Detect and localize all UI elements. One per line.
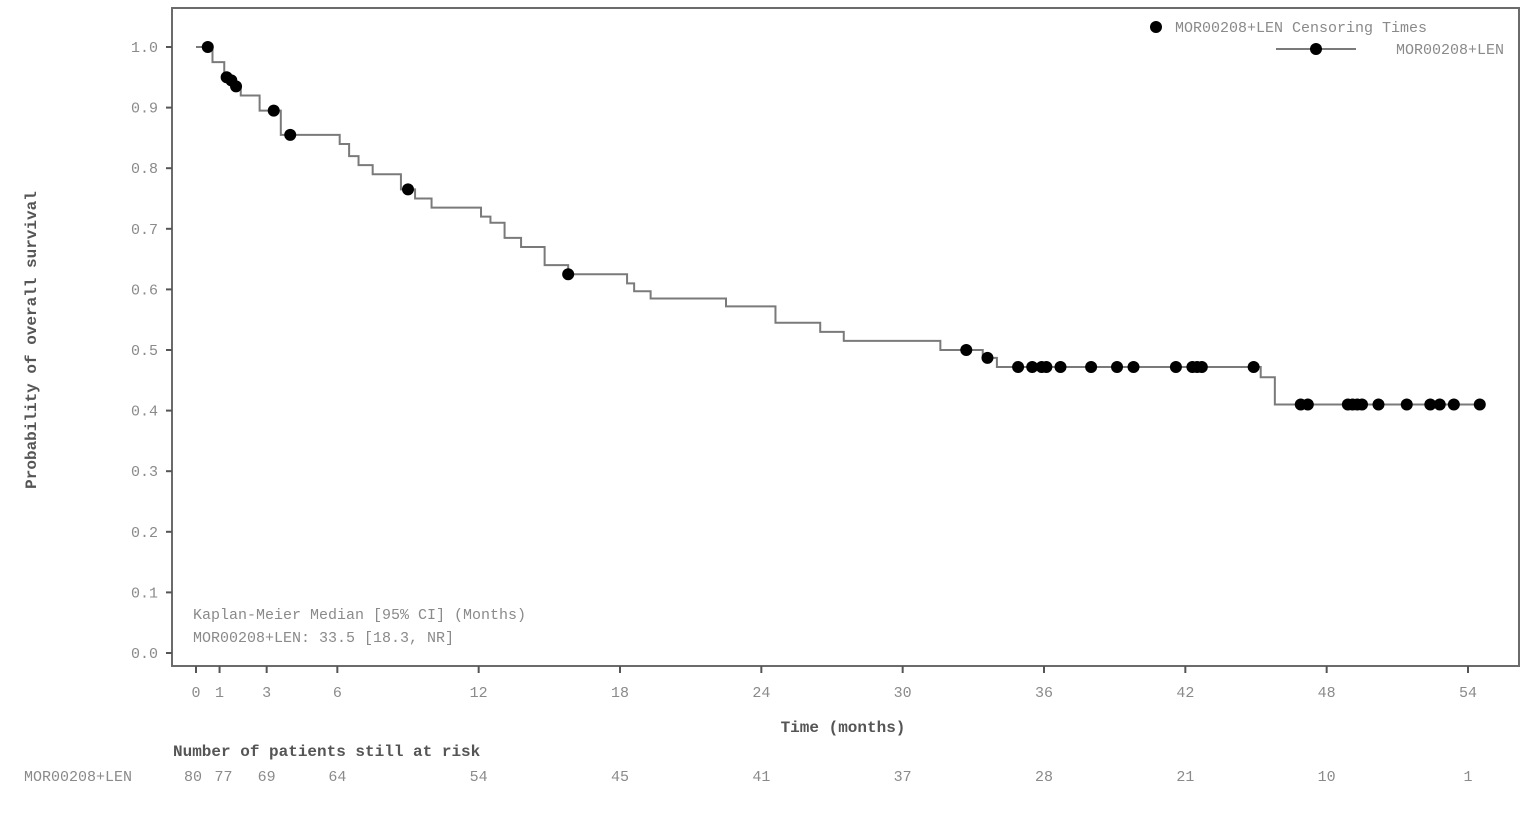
censor-marker	[1447, 398, 1460, 411]
legend-line-marker-icon	[1310, 43, 1322, 55]
censor-marker	[1026, 360, 1039, 373]
censor-marker	[981, 351, 994, 364]
risk-value: 10	[1318, 769, 1336, 786]
x-tick-label: 18	[611, 685, 629, 702]
km-median-value: MOR00208+LEN: 33.5 [18.3, NR]	[193, 630, 454, 647]
censor-marker	[1247, 360, 1260, 373]
censor-marker	[201, 41, 214, 53]
plot-frame	[171, 7, 1520, 667]
y-tick-label: 0.6	[131, 282, 158, 299]
risk-value: 77	[215, 769, 233, 786]
x-axis: 0 1 3 6 12 18 24 30 36 42 48 54	[191, 666, 1477, 702]
censoring-markers	[201, 41, 1486, 411]
risk-value: 64	[328, 769, 346, 786]
x-tick-label: 24	[752, 685, 770, 702]
censor-marker	[1372, 398, 1385, 411]
y-tick-label: 0.9	[131, 101, 158, 118]
y-tick-label: 0.7	[131, 222, 158, 239]
risk-row-label: MOR00208+LEN	[24, 769, 132, 786]
censor-marker-icon	[1150, 21, 1162, 33]
risk-table-title: Number of patients still at risk	[173, 743, 481, 761]
y-tick-label: 1.0	[131, 40, 158, 57]
legend: MOR00208+LEN Censoring Times MOR00208+LE…	[1150, 20, 1504, 59]
censor-marker	[1085, 360, 1098, 373]
censor-marker	[1040, 360, 1053, 373]
y-tick-label: 0.4	[131, 404, 158, 421]
risk-value: 41	[752, 769, 770, 786]
x-axis-title: Time (months)	[781, 719, 906, 737]
x-tick-label: 12	[470, 685, 488, 702]
risk-value: 1	[1463, 769, 1472, 786]
censor-marker	[1473, 398, 1486, 411]
x-tick-label: 42	[1176, 685, 1194, 702]
y-tick-label: 0.2	[131, 525, 158, 542]
censor-marker	[284, 128, 297, 141]
risk-table-values: 80 77 69 64 54 45 41 37 28 21 10 1	[184, 769, 1473, 786]
x-tick-label: 54	[1459, 685, 1477, 702]
legend-censor-label: MOR00208+LEN Censoring Times	[1175, 20, 1427, 37]
censor-marker	[1424, 398, 1437, 411]
risk-value: 45	[611, 769, 629, 786]
y-tick-label: 0.8	[131, 161, 158, 178]
censor-marker	[960, 344, 973, 356]
x-tick-label: 6	[333, 685, 342, 702]
y-axis: 0.0 0.1 0.2 0.3 0.4 0.5 0.6 0.7 0.8 0.9 1.0	[131, 40, 172, 663]
y-tick-label: 0.3	[131, 464, 158, 481]
censor-marker	[402, 183, 414, 196]
risk-value: 80	[184, 769, 202, 786]
km-step-line	[196, 46, 1483, 406]
x-tick-label: 36	[1035, 685, 1053, 702]
x-tick-label: 3	[262, 685, 271, 702]
y-axis-title: Probability of overall survival	[23, 191, 41, 489]
censor-marker	[1054, 360, 1067, 373]
legend-series-label: MOR00208+LEN	[1396, 42, 1504, 59]
risk-value: 28	[1035, 769, 1053, 786]
risk-value: 54	[470, 769, 488, 786]
risk-value: 69	[258, 769, 276, 786]
censor-marker	[1127, 360, 1140, 373]
km-median-title: Kaplan-Meier Median [95% CI] (Months)	[193, 607, 526, 624]
censor-marker	[1301, 398, 1314, 411]
censor-marker	[1111, 360, 1124, 373]
x-tick-label: 1	[215, 685, 224, 702]
censor-marker	[1012, 360, 1025, 373]
y-tick-label: 0.5	[131, 343, 158, 360]
y-tick-label: 0.1	[131, 585, 158, 602]
risk-value: 37	[894, 769, 912, 786]
x-tick-label: 0	[191, 685, 200, 702]
risk-value: 21	[1176, 769, 1194, 786]
y-tick-label: 0.0	[131, 646, 158, 663]
censor-marker	[562, 268, 575, 281]
survival-curve	[196, 46, 1483, 406]
censor-marker	[1169, 360, 1182, 373]
censor-marker	[267, 104, 280, 117]
x-tick-label: 30	[894, 685, 912, 702]
censor-marker	[1400, 398, 1413, 411]
censor-marker	[1433, 398, 1446, 411]
censor-marker	[230, 80, 243, 93]
censor-marker	[1195, 360, 1208, 373]
x-tick-label: 48	[1318, 685, 1336, 702]
censor-marker	[1356, 398, 1368, 411]
